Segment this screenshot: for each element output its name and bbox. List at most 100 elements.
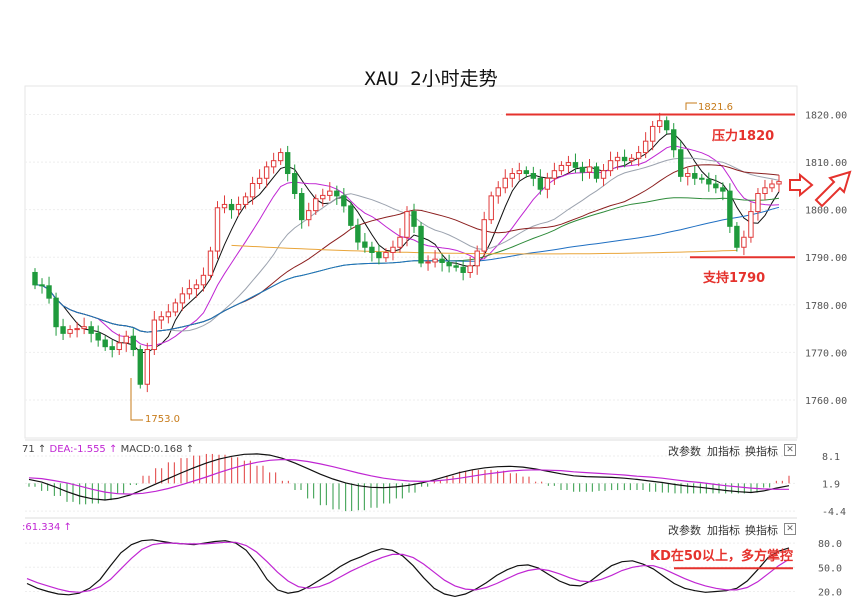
candle-body xyxy=(734,225,740,248)
candle-body xyxy=(193,284,200,290)
close-icon[interactable]: ✕ xyxy=(784,523,796,535)
candle-body xyxy=(411,211,417,227)
candle-body xyxy=(362,241,368,248)
candle-body xyxy=(320,194,326,200)
candle-body xyxy=(277,152,284,162)
candle-body xyxy=(390,246,396,253)
kd-lines xyxy=(26,539,790,598)
candle-body xyxy=(495,187,501,197)
ma90-line xyxy=(34,206,780,333)
d-line xyxy=(26,541,790,593)
candle-body xyxy=(137,349,143,385)
kd-switch-indicator-button[interactable]: 换指标 xyxy=(745,524,778,537)
up-right-arrow-icon xyxy=(814,170,852,208)
y-tick-label: 80.0 xyxy=(818,539,842,550)
candle-body xyxy=(586,166,593,173)
up-arrow-icon: ↑ xyxy=(63,522,72,533)
arrows xyxy=(789,170,852,208)
candle-body xyxy=(242,196,249,205)
y-tick-label: 1780.00 xyxy=(805,301,847,312)
y-tick-label: 1.9 xyxy=(822,479,840,490)
candle-body xyxy=(221,203,228,209)
macd-grid: 8.1 1.9 -4.4 xyxy=(25,452,846,518)
kd-params-button[interactable]: 改参数 xyxy=(668,524,701,537)
candle-body xyxy=(81,326,87,330)
candle-body xyxy=(530,173,537,179)
low-pointer xyxy=(130,378,143,421)
kd-annotation: KD在50以上，多方掌控 xyxy=(650,549,793,564)
candle-body xyxy=(270,160,277,168)
candle-body xyxy=(144,349,151,385)
candle-body xyxy=(544,177,551,190)
dif-line xyxy=(28,453,790,501)
kd-add-indicator-button[interactable]: 加指标 xyxy=(707,524,740,537)
candle-body xyxy=(46,285,52,299)
kd-panel: 80.0 50.0 20.0 xyxy=(25,517,842,599)
candle-body xyxy=(334,190,340,197)
candle-body xyxy=(446,261,452,267)
candle-body xyxy=(692,173,698,179)
candle-body xyxy=(614,156,621,162)
candle-body xyxy=(762,187,768,195)
y-tick-label: 1760.00 xyxy=(805,396,847,407)
candle-body xyxy=(663,120,670,131)
macd-histogram xyxy=(28,453,790,512)
candle-body xyxy=(621,156,628,162)
candle-body xyxy=(628,157,635,162)
macd-add-indicator-button[interactable]: 加指标 xyxy=(707,445,740,458)
high-pointer xyxy=(685,102,697,110)
candle-body xyxy=(74,328,80,331)
dea-line xyxy=(28,458,789,495)
up-arrow-icon: ↑ xyxy=(108,444,118,455)
candle-body xyxy=(635,152,642,159)
y-tick-label: 8.1 xyxy=(822,452,840,463)
y-tick-label: 1770.00 xyxy=(805,348,847,359)
candle-body xyxy=(593,166,600,179)
candle-body xyxy=(671,129,677,151)
dif-readout: 71 xyxy=(22,444,35,455)
candle-body xyxy=(313,198,319,212)
candle-body xyxy=(769,183,775,189)
candle-body xyxy=(341,195,347,207)
candle-body xyxy=(685,173,691,177)
candle-body xyxy=(537,177,544,190)
y-tick-label: 1820.00 xyxy=(805,111,847,122)
candle-body xyxy=(467,265,473,273)
candle-body xyxy=(284,152,291,175)
candle-body xyxy=(299,193,305,221)
candle-body xyxy=(488,195,494,221)
close-icon[interactable]: ✕ xyxy=(784,444,796,456)
candle-body xyxy=(523,170,530,175)
chart-title: XAU 2小时走势 xyxy=(364,68,498,90)
price-panel-frame xyxy=(24,85,798,439)
candle-body xyxy=(207,250,214,276)
candle-body xyxy=(348,205,354,226)
candle-body xyxy=(565,162,572,166)
macd-panel: 8.1 1.9 -4.4 xyxy=(25,439,846,518)
candle-body xyxy=(649,125,656,142)
candle-body xyxy=(39,284,45,287)
candle-body xyxy=(699,177,705,180)
candle-body xyxy=(263,166,270,179)
candle-body xyxy=(551,170,558,179)
candle-body xyxy=(397,236,403,248)
candle-body xyxy=(558,164,565,172)
candle-body xyxy=(306,210,312,221)
right-arrow-icon xyxy=(789,172,814,198)
candle-body xyxy=(151,319,158,351)
candle-body xyxy=(228,203,235,211)
macd-readout: 71 ↑ DEA:-1.555 ↑ MACD:0.168 ↑ xyxy=(22,444,194,455)
candle-body xyxy=(516,170,523,175)
macd-lines xyxy=(28,453,790,501)
price-annotations xyxy=(130,102,795,421)
candle-body xyxy=(404,211,410,238)
macd-params-button[interactable]: 改参数 xyxy=(668,445,701,458)
candle-body xyxy=(95,332,101,341)
macd-switch-indicator-button[interactable]: 换指标 xyxy=(745,445,778,458)
candle-body xyxy=(355,224,361,243)
candle-body xyxy=(706,178,712,185)
candle-body xyxy=(600,170,607,179)
k-readout: :61.334 xyxy=(22,522,61,533)
candle-body xyxy=(186,288,193,295)
